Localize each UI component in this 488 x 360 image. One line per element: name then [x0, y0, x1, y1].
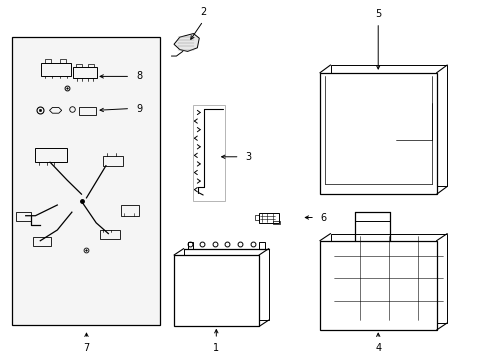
Text: 6: 6 — [320, 212, 326, 222]
Text: 1: 1 — [213, 343, 219, 353]
Bar — [33, 237, 51, 246]
Bar — [100, 230, 119, 239]
Bar — [73, 67, 97, 78]
Bar — [41, 63, 71, 76]
Bar — [259, 212, 278, 222]
Bar — [79, 107, 96, 114]
Bar — [183, 249, 268, 320]
Bar — [272, 221, 280, 224]
Bar — [259, 242, 264, 249]
Bar — [61, 59, 66, 63]
Bar — [35, 148, 67, 162]
Bar — [45, 59, 51, 63]
Bar — [319, 73, 436, 194]
Text: 3: 3 — [245, 152, 251, 162]
Bar — [103, 156, 122, 166]
Bar — [330, 65, 447, 186]
Bar — [330, 234, 447, 323]
Polygon shape — [174, 33, 199, 51]
Bar — [12, 37, 160, 325]
Text: 9: 9 — [136, 104, 142, 113]
Bar — [354, 212, 389, 221]
Bar — [76, 64, 82, 67]
Bar — [174, 255, 259, 327]
Text: 5: 5 — [374, 9, 381, 18]
Text: 7: 7 — [83, 343, 89, 353]
Bar — [120, 205, 139, 216]
Text: 2: 2 — [200, 7, 206, 17]
Bar — [319, 241, 436, 330]
Bar — [88, 64, 94, 67]
Bar — [255, 215, 259, 220]
Text: 4: 4 — [374, 343, 381, 353]
Bar — [187, 242, 193, 249]
Bar — [16, 212, 30, 221]
Text: 8: 8 — [136, 71, 142, 81]
Bar — [193, 105, 224, 202]
